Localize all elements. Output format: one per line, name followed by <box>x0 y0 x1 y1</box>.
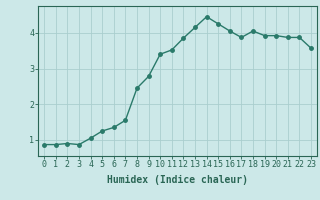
X-axis label: Humidex (Indice chaleur): Humidex (Indice chaleur) <box>107 175 248 185</box>
